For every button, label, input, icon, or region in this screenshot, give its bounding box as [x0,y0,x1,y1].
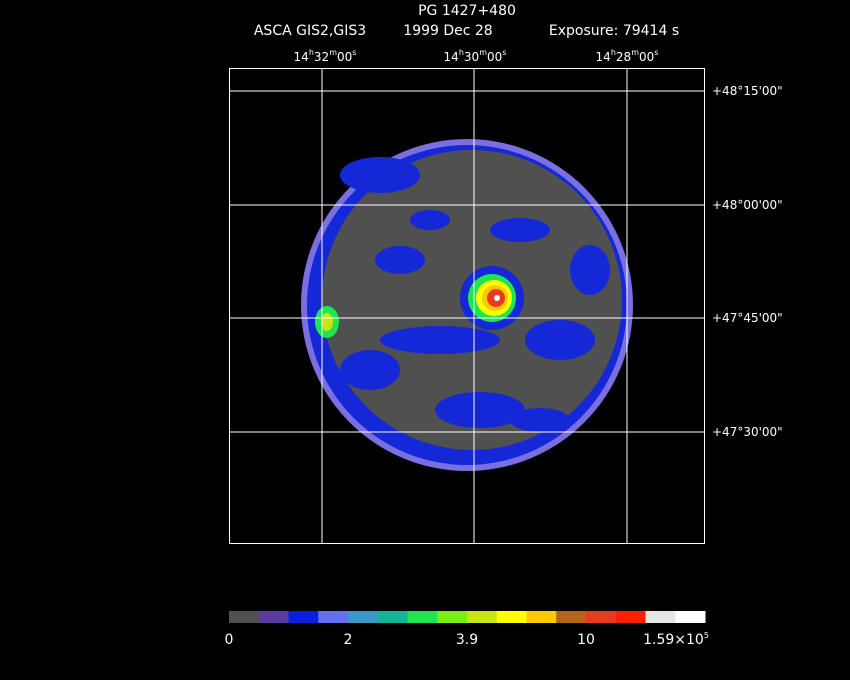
blob [525,320,595,360]
dec-label: +48°00'00" [712,198,783,212]
frame [229,68,705,544]
label-part: 0 [225,632,234,648]
colorbar-cell [526,611,557,623]
blob [570,245,610,295]
blob [340,157,420,193]
colorbar-cell [467,611,498,623]
exposure: Exposure: 79414 s [549,23,679,39]
label-part: 32 [314,50,329,64]
blob [340,350,400,390]
source-core [494,295,500,301]
superscript: s [654,48,658,57]
colorbar-cell [615,611,646,623]
blob [435,392,525,428]
superscript: m [479,48,487,57]
colorbar-label: 0 [225,632,234,648]
date: 1999 Dec 28 [403,23,492,39]
colorbar-label: 1.59×105 [643,631,709,648]
colorbar-cell [229,611,260,623]
colorbar-label: 3.9 [456,632,478,648]
colorbar-cell [407,611,438,623]
colorbar-cell [318,611,349,623]
colorbar: 0 2 3.9 10 1.59×105 [225,611,709,648]
blob [490,218,550,242]
source-ring [321,313,333,331]
blob [510,408,570,432]
blob [410,210,450,230]
image [301,139,633,471]
colorbar-cell [675,611,706,623]
dec-label: +48°15'00" [712,84,783,98]
label-part: 00 [639,50,654,64]
superscript: h [309,48,314,57]
blob [380,326,500,354]
superscript: h [459,48,464,57]
superscript: m [329,48,337,57]
colorbar-cell [645,611,676,623]
label-part: 00 [487,50,502,64]
dec-label: +47°30'00" [712,425,783,439]
colorbar-label: 10 [577,632,595,648]
ra-label: 14h30m00s [444,48,507,64]
superscript: 5 [704,631,709,640]
label-part: 14 [596,50,611,64]
label-part: 3.9 [456,632,478,648]
noise-blobs [340,157,610,432]
colorbar-cell [496,611,527,623]
colorbar-cell [288,611,319,623]
ra-label: 14h28m00s [596,48,659,64]
grid [229,68,705,544]
superscript: s [502,48,506,57]
colorbar-cell [377,611,408,623]
label-part: 10 [577,632,595,648]
bright-source [460,266,524,330]
label-part: 14 [294,50,309,64]
title: PG 1427+480 [418,3,516,19]
label-part: 30 [464,50,479,64]
label-part: 28 [616,50,631,64]
dec-label: +47°45'00" [712,311,783,325]
blob [375,246,425,274]
superscript: m [631,48,639,57]
superscript: h [611,48,616,57]
colorbar-cell [586,611,617,623]
colorbar-label: 2 [344,632,353,648]
label-part: 2 [344,632,353,648]
labels: 14h32m00s 14h30m00s 14h28m00s+48°15'00"+48… [294,48,783,439]
label-part: 14 [444,50,459,64]
colorbar-cell [348,611,379,623]
superscript: s [352,48,356,57]
colorbar-cell [437,611,468,623]
label-part: 00 [337,50,352,64]
ra-label: 14h32m00s [294,48,357,64]
colorbar-cell [556,611,587,623]
secondary-source [315,306,339,338]
instrument: ASCA GIS2,GIS3 [254,23,366,39]
colorbar-cell [258,611,289,623]
label-part: 1.59×10 [643,632,704,648]
